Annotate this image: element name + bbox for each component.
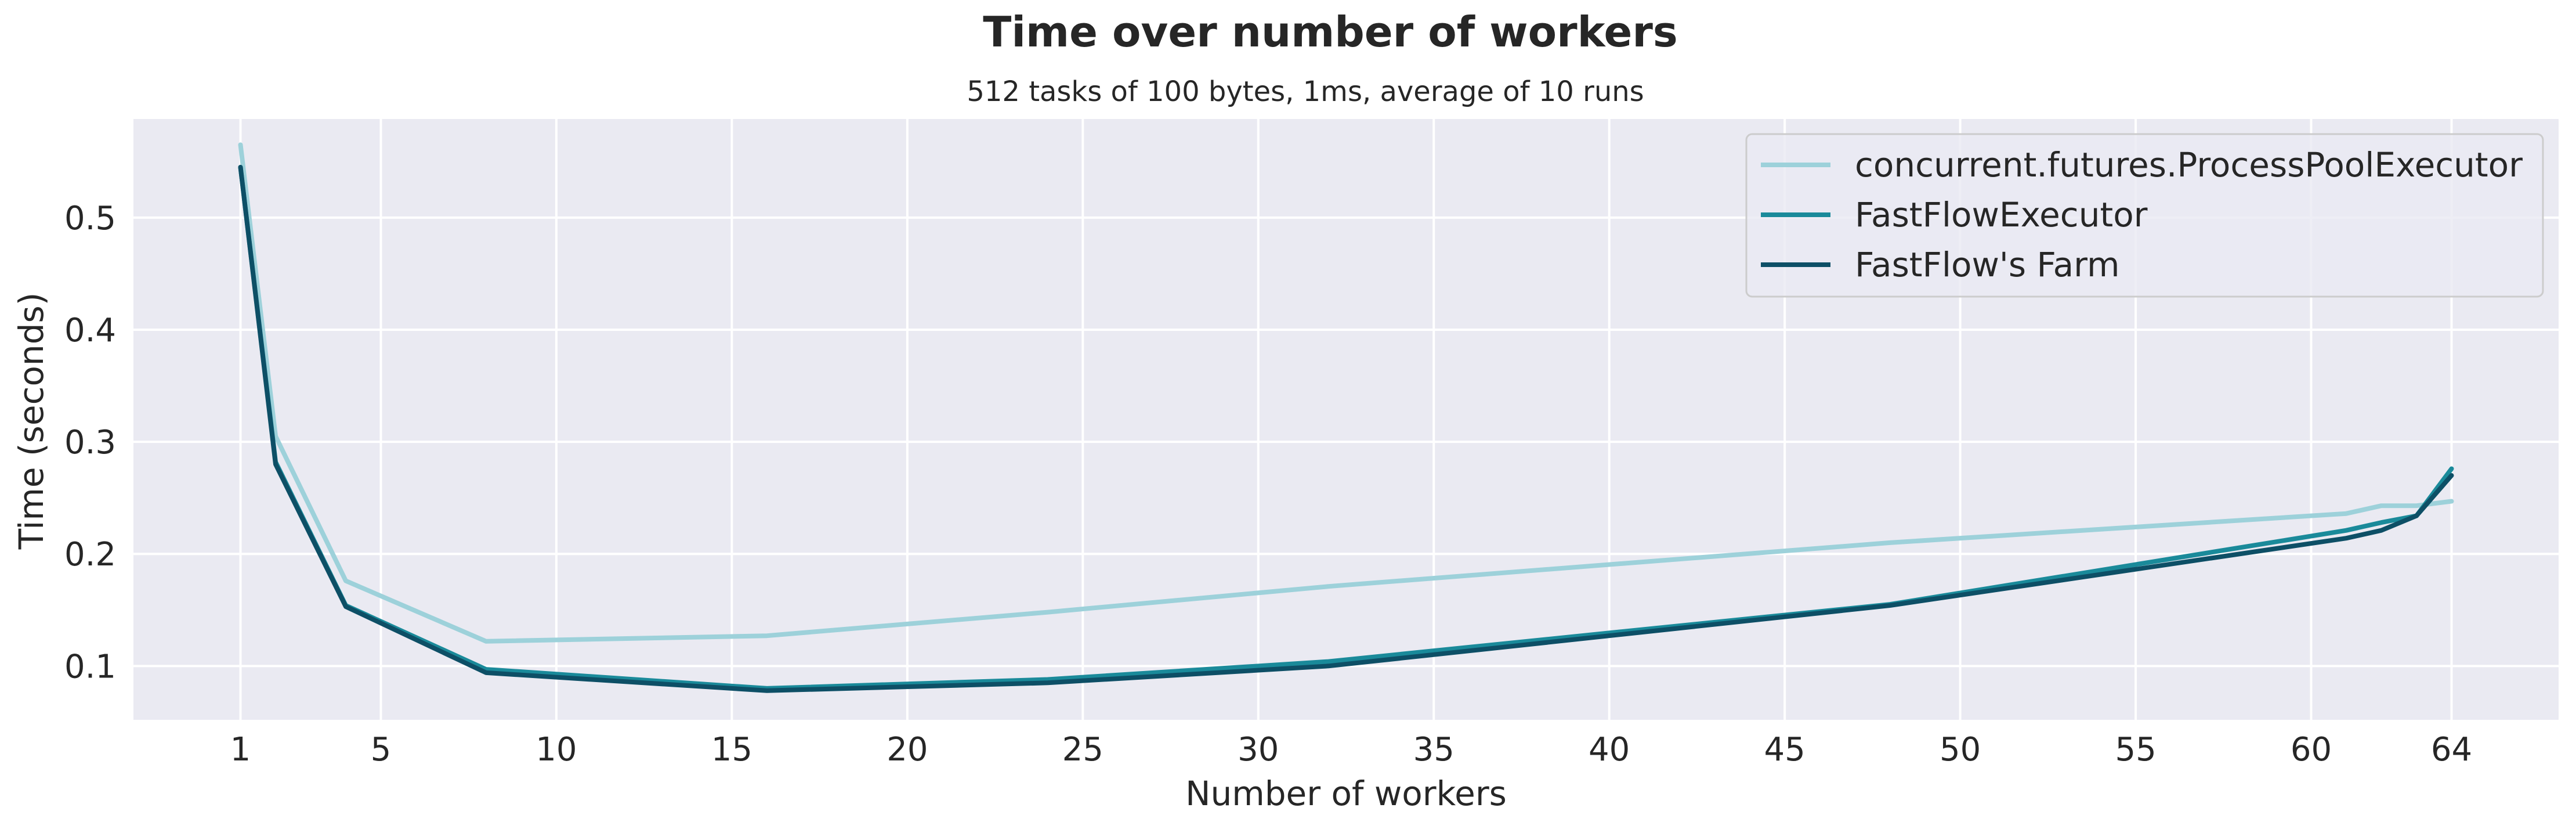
chart-title: Time over number of workers [983, 8, 1678, 56]
x-tick-label: 5 [371, 731, 392, 769]
y-tick-label: 0.3 [64, 424, 116, 461]
legend-label-2: FastFlowExecutor [1855, 195, 2148, 235]
x-tick-labels: 1 5 10 15 20 25 30 35 40 45 50 55 60 64 [230, 731, 2472, 769]
x-tick-label: 25 [1062, 731, 1104, 769]
series-line-3 [238, 165, 2454, 693]
x-tick-label: 40 [1589, 731, 1630, 769]
legend-label-3: FastFlow's Farm [1855, 245, 2119, 284]
series-lines [238, 142, 2454, 693]
x-tick-label: 64 [2431, 731, 2472, 769]
x-tick-label: 1 [230, 731, 251, 769]
x-axis-label: Number of workers [1185, 774, 1507, 813]
legend-label-1: concurrent.futures.ProcessPoolExecutor [1855, 145, 2523, 185]
x-tick-label: 15 [711, 731, 752, 769]
y-tick-label: 0.4 [64, 312, 116, 349]
x-tick-label: 60 [2291, 731, 2332, 769]
legend: concurrent.futures.ProcessPoolExecutor Fa… [1745, 133, 2544, 298]
x-tick-label: 10 [536, 731, 577, 769]
y-tick-label: 0.5 [64, 200, 116, 237]
legend-box [1745, 133, 2544, 298]
legend-entries: concurrent.futures.ProcessPoolExecutor Fa… [1761, 145, 2523, 284]
y-tick-label: 0.1 [64, 648, 116, 686]
x-tick-label: 20 [887, 731, 928, 769]
y-tick-labels: 0.1 0.2 0.3 0.4 0.5 [64, 200, 116, 686]
x-tick-label: 55 [2115, 731, 2156, 769]
chart-subtitle: 512 tasks of 100 bytes, 1ms, average of … [967, 75, 1644, 108]
series-line-1 [238, 142, 2454, 644]
grid-lines [133, 119, 2559, 720]
x-tick-label: 30 [1238, 731, 1279, 769]
x-tick-label: 50 [1940, 731, 1981, 769]
x-tick-label: 45 [1764, 731, 1806, 769]
x-tick-label: 35 [1413, 731, 1455, 769]
y-axis-label: Time (seconds) [12, 293, 51, 550]
y-tick-label: 0.2 [64, 536, 116, 574]
